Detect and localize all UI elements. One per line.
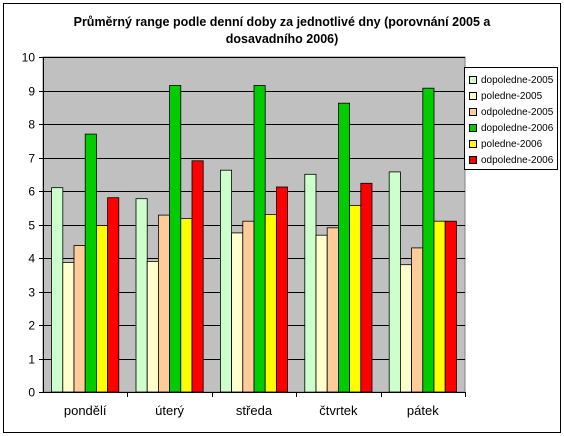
bar-dopoledne-2005-pondělí (51, 187, 64, 393)
bar-dopoledne-2005-čtvrtek (304, 173, 317, 393)
bar-dopoledne-2006-pátek (422, 87, 435, 393)
bar-dopoledne-2006-čtvrtek (337, 102, 350, 393)
legend-item: dopoledne-2006 (469, 120, 557, 136)
bar-poledne-2006-úterý (180, 218, 193, 393)
x-tick-label: úterý (155, 403, 184, 418)
legend-item: odpoledne-2006 (469, 152, 557, 168)
chart-title-line-1: Průměrný range podle denní doby za jedno… (73, 15, 491, 29)
bar-poledne-2006-středa (264, 213, 277, 393)
y-tick-label: 6 (28, 185, 35, 199)
bar-poledne-2006-pondělí (96, 225, 109, 393)
bar-odpoledne-2005-úterý (157, 214, 170, 393)
y-tick-label: 4 (28, 252, 35, 266)
bar-poledne-2005-středa (231, 232, 244, 393)
bar-odpoledne-2005-středa (242, 220, 255, 393)
y-tick-label: 7 (28, 152, 35, 166)
bar-dopoledne-2006-pondělí (84, 133, 97, 393)
legend-swatch (469, 156, 477, 164)
legend-item: poledne-2005 (469, 88, 557, 104)
legend-item: dopoledne-2005 (469, 72, 557, 88)
x-tick-label: čtvrtek (319, 403, 358, 418)
bar-odpoledne-2005-pátek (411, 247, 424, 393)
bar-dopoledne-2006-úterý (169, 85, 182, 393)
bar-poledne-2005-pondělí (62, 261, 75, 393)
y-tick-label: 1 (28, 353, 35, 367)
bar-odpoledne-2006-pondělí (107, 197, 120, 393)
y-tick-label: 0 (28, 386, 35, 400)
chart-title-line-2: dosavadního 2006) (225, 32, 339, 46)
bar-dopoledne-2006-středa (253, 85, 266, 393)
legend-label: dopoledne-2006 (481, 122, 554, 134)
x-tick-label: pátek (407, 403, 439, 418)
bar-odpoledne-2005-čtvrtek (326, 227, 339, 393)
y-tick-label: 2 (28, 319, 35, 333)
y-tick-label: 9 (28, 85, 35, 99)
bar-odpoledne-2005-pondělí (73, 245, 86, 393)
bar-poledne-2006-pátek (433, 220, 446, 393)
bar-odpoledne-2006-pátek (444, 220, 457, 393)
bar-poledne-2005-čtvrtek (315, 234, 328, 393)
legend-label: odpoledne-2006 (481, 154, 554, 166)
bar-odpoledne-2006-úterý (191, 160, 204, 393)
chart-title: Průměrný range podle denní doby za jedno… (40, 14, 524, 48)
legend-swatch (469, 124, 477, 132)
legend-swatch (469, 76, 477, 84)
bar-odpoledne-2006-středa (275, 186, 288, 393)
bar-dopoledne-2005-pátek (388, 171, 401, 393)
y-tick-label: 3 (28, 286, 35, 300)
legend-swatch (469, 140, 477, 148)
legend-item: poledne-2006 (469, 136, 557, 152)
legend-label: poledne-2005 (481, 90, 543, 102)
legend-item: odpoledne-2005 (469, 104, 557, 120)
y-tick-label: 5 (28, 219, 35, 233)
bar-poledne-2005-úterý (146, 260, 159, 393)
legend-label: dopoledne-2005 (481, 74, 554, 86)
chart-legend: dopoledne-2005 poledne-2005 odpoledne-2005… (464, 67, 558, 170)
legend-label: odpoledne-2005 (481, 106, 554, 118)
x-tick-label: pondělí (64, 403, 107, 418)
legend-swatch (469, 92, 477, 100)
bar-poledne-2005-pátek (399, 264, 412, 393)
legend-label: poledne-2006 (481, 138, 543, 150)
x-tick-label: středa (236, 403, 273, 418)
bar-dopoledne-2005-středa (219, 169, 232, 393)
bar-poledne-2006-čtvrtek (349, 204, 362, 393)
y-tick-label: 10 (22, 51, 36, 65)
legend-swatch (469, 108, 477, 116)
bar-odpoledne-2006-čtvrtek (360, 182, 373, 393)
y-tick-label: 8 (28, 118, 35, 132)
bar-dopoledne-2005-úterý (135, 198, 148, 393)
